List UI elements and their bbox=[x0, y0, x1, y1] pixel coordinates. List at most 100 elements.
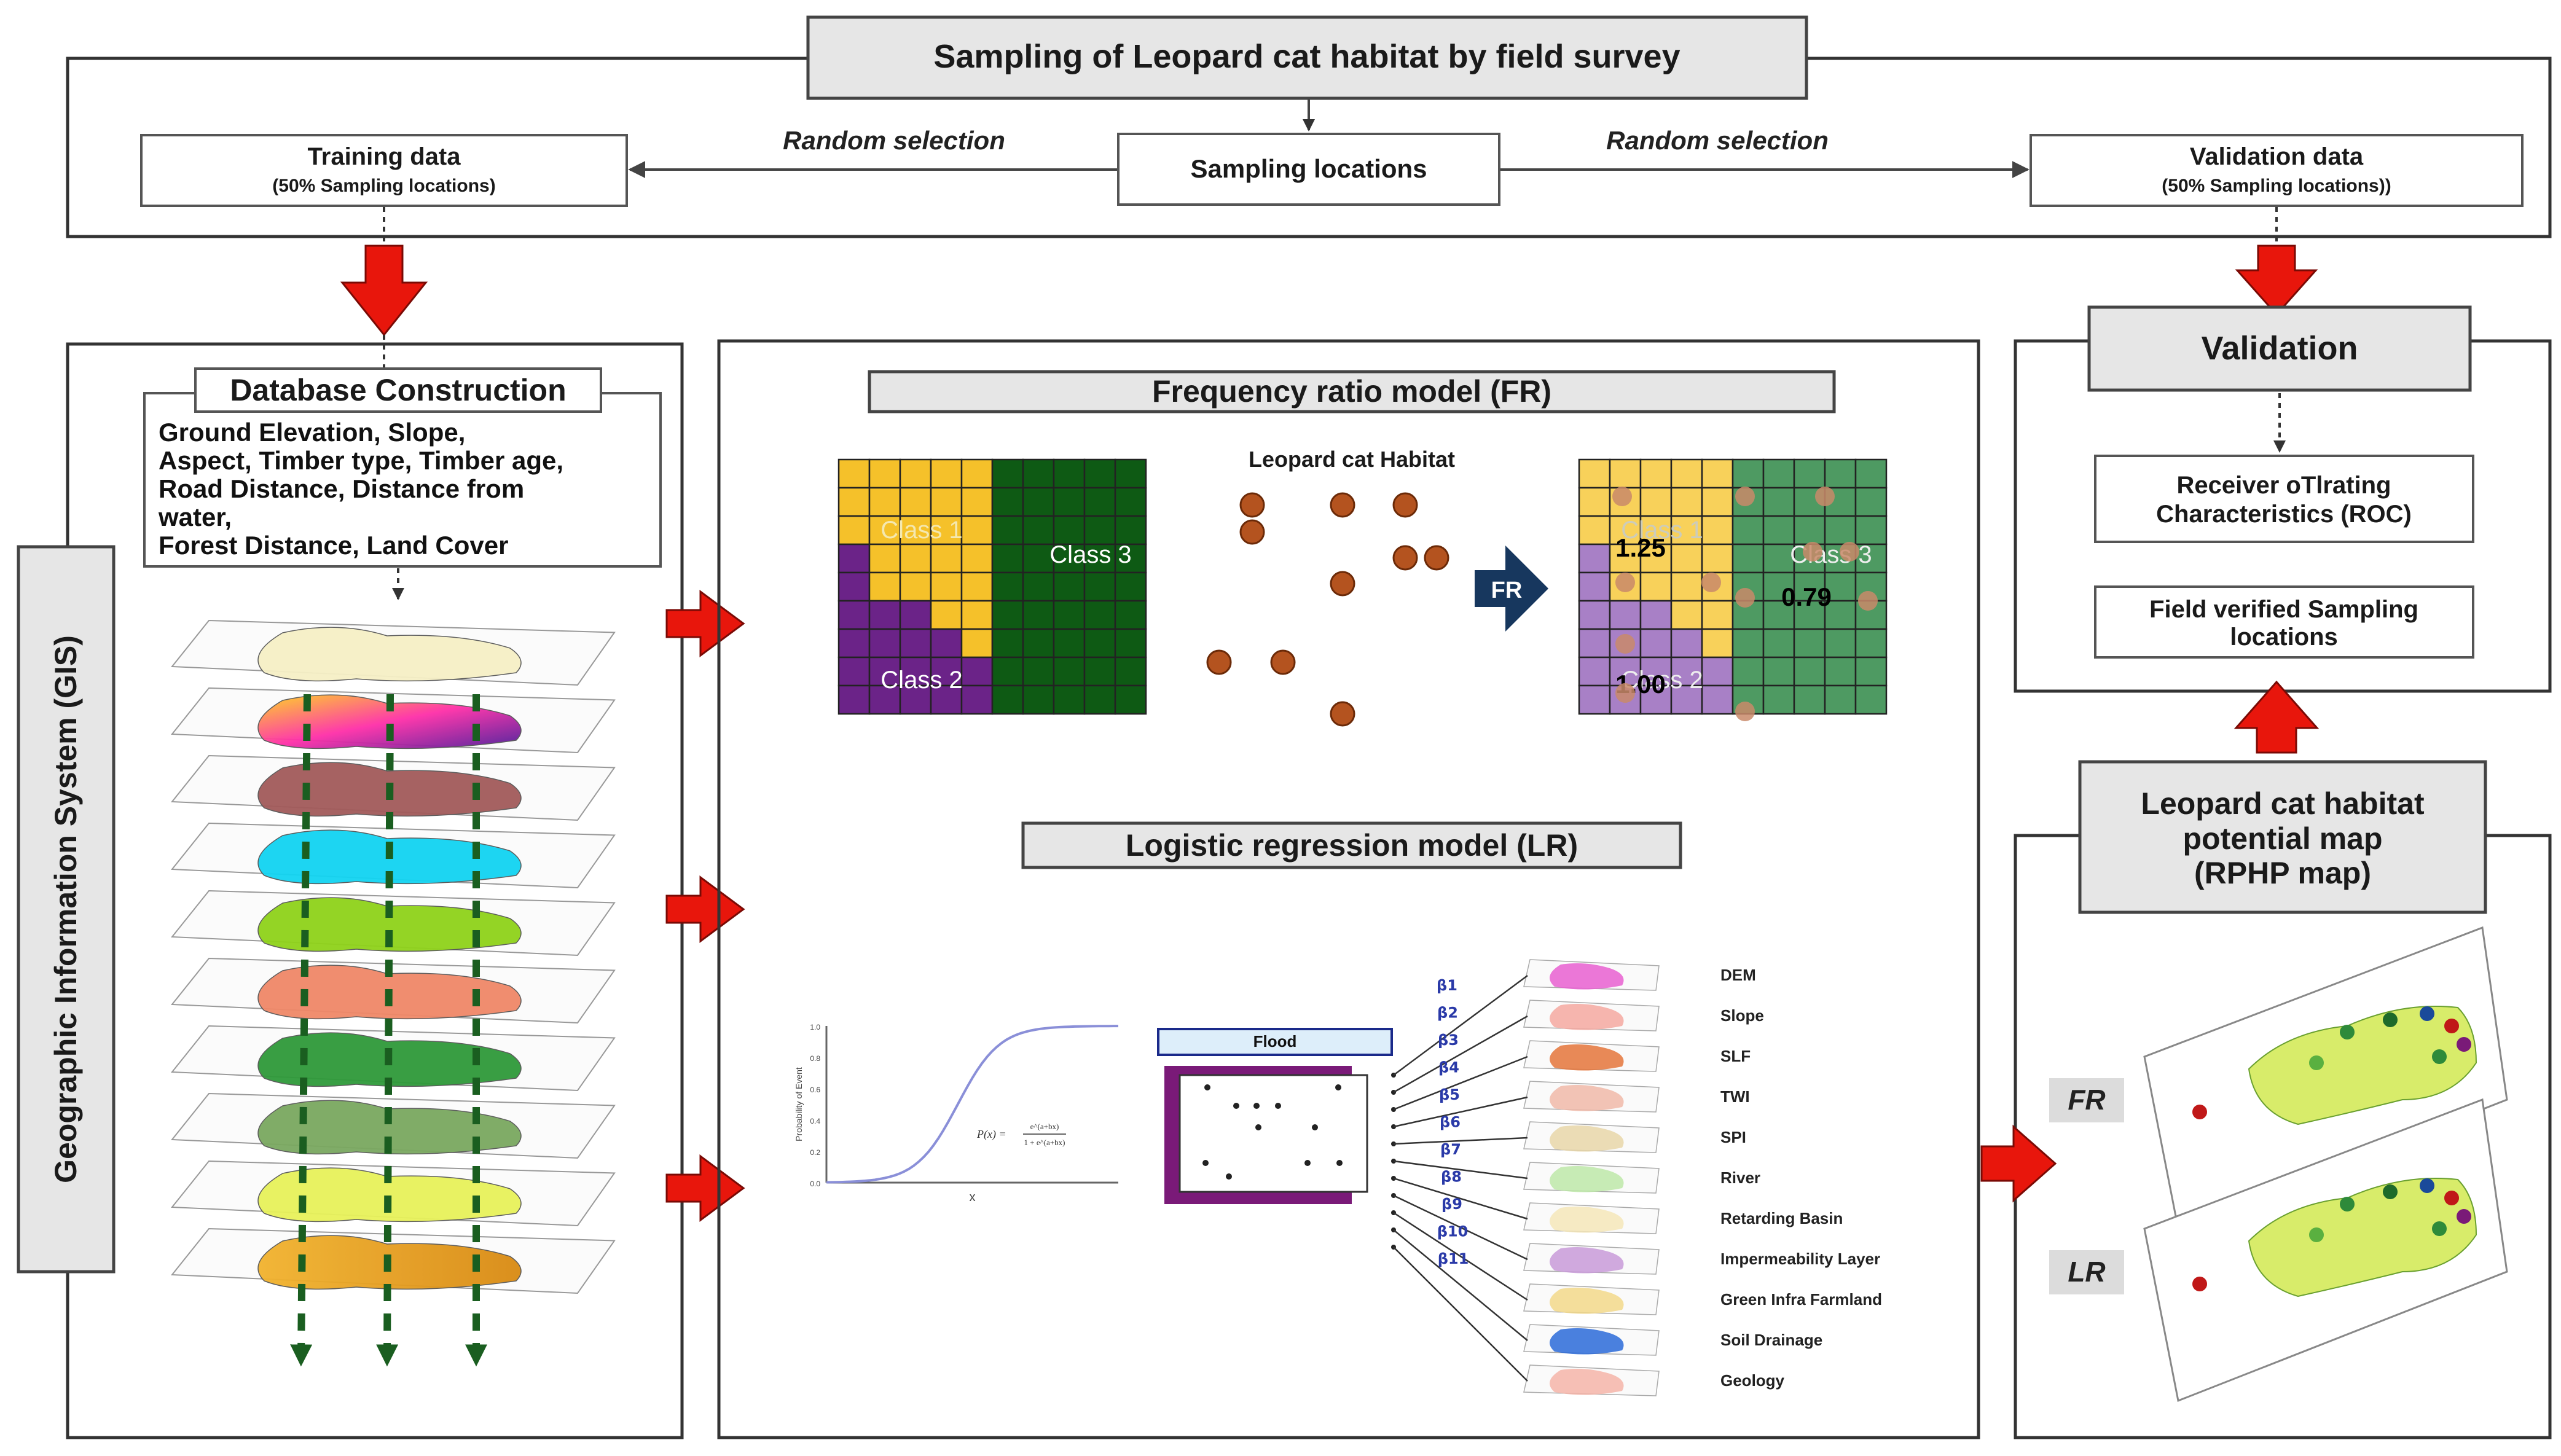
flood-point bbox=[1255, 1124, 1261, 1130]
database-title: Database Construction bbox=[230, 373, 566, 407]
grid-cell bbox=[960, 458, 994, 489]
grid-cell bbox=[991, 458, 1024, 489]
flood-point bbox=[1202, 1160, 1209, 1166]
factor-layer: SPI bbox=[1391, 1121, 1746, 1153]
layer-overlay-arrow bbox=[290, 694, 313, 1367]
grid-cell bbox=[1578, 571, 1611, 602]
flood-point bbox=[1275, 1103, 1281, 1109]
formula-lhs: P(x) = bbox=[976, 1128, 1006, 1141]
field-verified-line-2: locations bbox=[2230, 624, 2338, 651]
map-title-line-2: potential map bbox=[2183, 821, 2382, 856]
habitat-point-overlay bbox=[1735, 487, 1755, 506]
habitat-point-overlay bbox=[1735, 702, 1755, 721]
validation-title-box bbox=[2087, 305, 2472, 392]
class-1-label: Class 1 bbox=[880, 517, 962, 544]
grid-cell bbox=[1701, 656, 1734, 687]
habitat-point bbox=[1330, 571, 1355, 597]
map-hotspot bbox=[2457, 1209, 2471, 1224]
grid-cell bbox=[1854, 515, 1888, 546]
grid-cell bbox=[1022, 515, 1055, 546]
map-hotspot bbox=[2444, 1191, 2459, 1205]
beta-coefficient: β4 bbox=[1438, 1059, 1459, 1076]
factor-layer-label: DEM bbox=[1720, 966, 1756, 984]
grid-cell bbox=[868, 571, 901, 602]
grid-cell bbox=[930, 684, 963, 715]
sampling-locations-label: Sampling locations bbox=[1190, 154, 1427, 183]
gis-side-label-box bbox=[17, 545, 116, 1274]
factor-layer: Geology bbox=[1391, 1245, 1785, 1396]
factor-layer-map bbox=[1550, 1288, 1624, 1314]
map-hotspot bbox=[2444, 1019, 2459, 1033]
class-3-label: Class 3 bbox=[1049, 541, 1131, 568]
grid-cell bbox=[1701, 684, 1734, 715]
beta-coefficient: β5 bbox=[1439, 1086, 1460, 1103]
formula-numerator: e^(a+bx) bbox=[1030, 1122, 1059, 1131]
grid-cell bbox=[1578, 628, 1611, 659]
validation-data-box bbox=[2030, 134, 2524, 207]
grid-cell bbox=[930, 543, 963, 574]
grid-cell bbox=[1732, 656, 1765, 687]
grid-cell bbox=[960, 656, 994, 687]
grid-cell bbox=[1762, 684, 1795, 715]
gis-layer-aspect bbox=[170, 957, 616, 1024]
factor-layer: Green Infra Farmland bbox=[1391, 1210, 1882, 1315]
grid-cell bbox=[899, 600, 932, 630]
validation-data-sub: (50% Sampling locations)) bbox=[2162, 176, 2391, 196]
red-down-arrow-training bbox=[340, 245, 428, 337]
grid-cell bbox=[1083, 628, 1116, 659]
class-2-label: Class 2 bbox=[1621, 667, 1703, 694]
habitat-point-overlay bbox=[1701, 573, 1721, 592]
lr-map-label: LR bbox=[2068, 1256, 2105, 1288]
page-title: Sampling of Leopard cat habitat by field… bbox=[933, 38, 1680, 75]
leader-line bbox=[1393, 1229, 1528, 1341]
title-box bbox=[806, 15, 1808, 100]
database-variable-line: water, bbox=[158, 503, 232, 531]
factor-layer-label: Soil Drainage bbox=[1720, 1331, 1822, 1349]
grid-cell bbox=[1701, 600, 1734, 630]
map-hotspot bbox=[2383, 1184, 2398, 1199]
habitat-point bbox=[1206, 649, 1232, 675]
grid-cell bbox=[991, 600, 1024, 630]
grid-cell bbox=[1854, 628, 1888, 659]
grid-cell bbox=[960, 600, 994, 630]
grid-cell bbox=[991, 543, 1024, 574]
grid-cell bbox=[1793, 684, 1826, 715]
grid-cell bbox=[1824, 628, 1857, 659]
flood-point bbox=[1312, 1124, 1318, 1130]
grid-cell bbox=[899, 628, 932, 659]
habitat-point bbox=[1424, 545, 1449, 571]
grid-cell bbox=[1824, 458, 1857, 489]
grid-cell bbox=[837, 600, 871, 630]
habitat-point-overlay bbox=[1612, 487, 1632, 506]
grid-cell bbox=[1639, 487, 1673, 517]
grid-cell bbox=[1732, 628, 1765, 659]
beta-coefficient: β7 bbox=[1440, 1141, 1461, 1158]
grid-cell bbox=[991, 684, 1024, 715]
factor-layer-map bbox=[1550, 1328, 1624, 1355]
grid-cell bbox=[1114, 515, 1147, 546]
roc-box bbox=[2094, 455, 2474, 543]
flood-points-box bbox=[1179, 1074, 1368, 1193]
fr-value-val3: 0.79 bbox=[1781, 582, 1832, 611]
field-verified-box bbox=[2094, 585, 2474, 659]
grid-cell bbox=[930, 515, 963, 546]
grid-cell bbox=[1732, 458, 1765, 489]
map-hotspot bbox=[2309, 1055, 2324, 1070]
database-title-box bbox=[194, 367, 602, 413]
grid-cell bbox=[1022, 684, 1055, 715]
factor-layer-map bbox=[1550, 1166, 1624, 1192]
beta-coefficient: β1 bbox=[1437, 977, 1457, 994]
class-2-label: Class 2 bbox=[880, 667, 962, 694]
red-arrow-to-lr-1 bbox=[665, 875, 745, 943]
grid-cell bbox=[1114, 571, 1147, 602]
leader-line bbox=[1393, 1096, 1528, 1128]
grid-cell bbox=[1114, 684, 1147, 715]
grid-cell bbox=[1793, 515, 1826, 546]
training-data-box bbox=[140, 134, 628, 207]
flood-point bbox=[1204, 1084, 1210, 1090]
habitat-label: Leopard cat Habitat bbox=[1249, 447, 1455, 472]
grid-cell bbox=[1083, 487, 1116, 517]
map-hotspot bbox=[2420, 1006, 2434, 1021]
factor-layer-label: Green Infra Farmland bbox=[1720, 1290, 1882, 1309]
factor-layer: TWI bbox=[1391, 1081, 1750, 1129]
